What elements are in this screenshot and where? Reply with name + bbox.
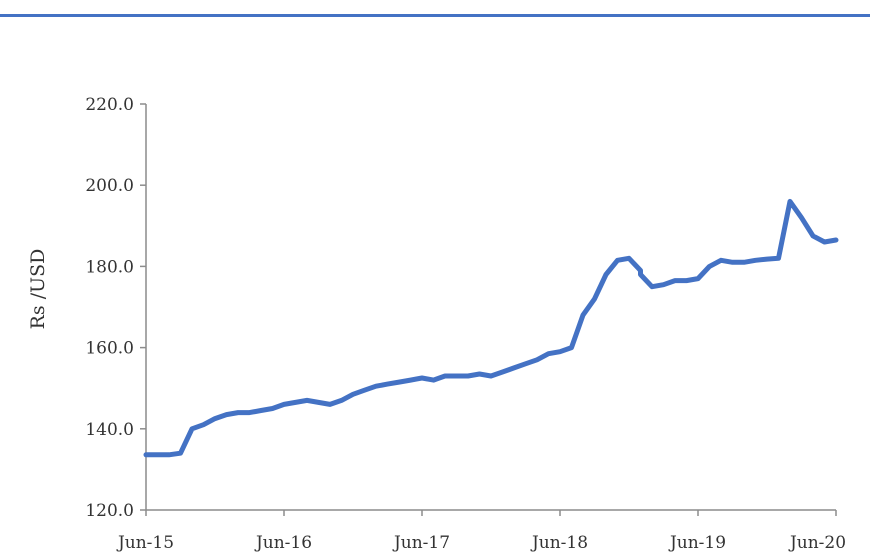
y-axis-title: Rs /USD <box>27 249 49 330</box>
x-tick-label: Jun-17 <box>392 533 450 553</box>
x-tick-label: Jun-15 <box>116 533 174 553</box>
y-tick-label: 200.0 <box>85 176 134 196</box>
y-tick-label: 120.0 <box>85 501 134 521</box>
y-tick-label: 160.0 <box>85 339 134 359</box>
x-axis-ticks: Jun-15 Jun-16 Jun-17 Jun-18 Jun-19 Jun-20 <box>116 510 846 553</box>
y-tick-label: 180.0 <box>85 257 134 277</box>
y-tick-label: 220.0 <box>85 95 134 115</box>
top-rule <box>0 14 870 17</box>
x-tick-label: Jun-19 <box>668 533 726 553</box>
x-tick-label: Jun-18 <box>530 533 588 553</box>
x-tick-label: Jun-20 <box>788 533 846 553</box>
x-tick-label: Jun-16 <box>254 533 312 553</box>
series-line <box>143 198 839 458</box>
y-tick-label: 140.0 <box>85 420 134 440</box>
y-axis-ticks: 120.0 140.0 160.0 180.0 200.0 220.0 <box>85 95 146 521</box>
